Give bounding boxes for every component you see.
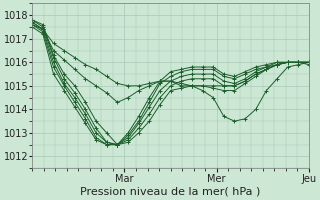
X-axis label: Pression niveau de la mer( hPa ): Pression niveau de la mer( hPa ) xyxy=(80,187,261,197)
